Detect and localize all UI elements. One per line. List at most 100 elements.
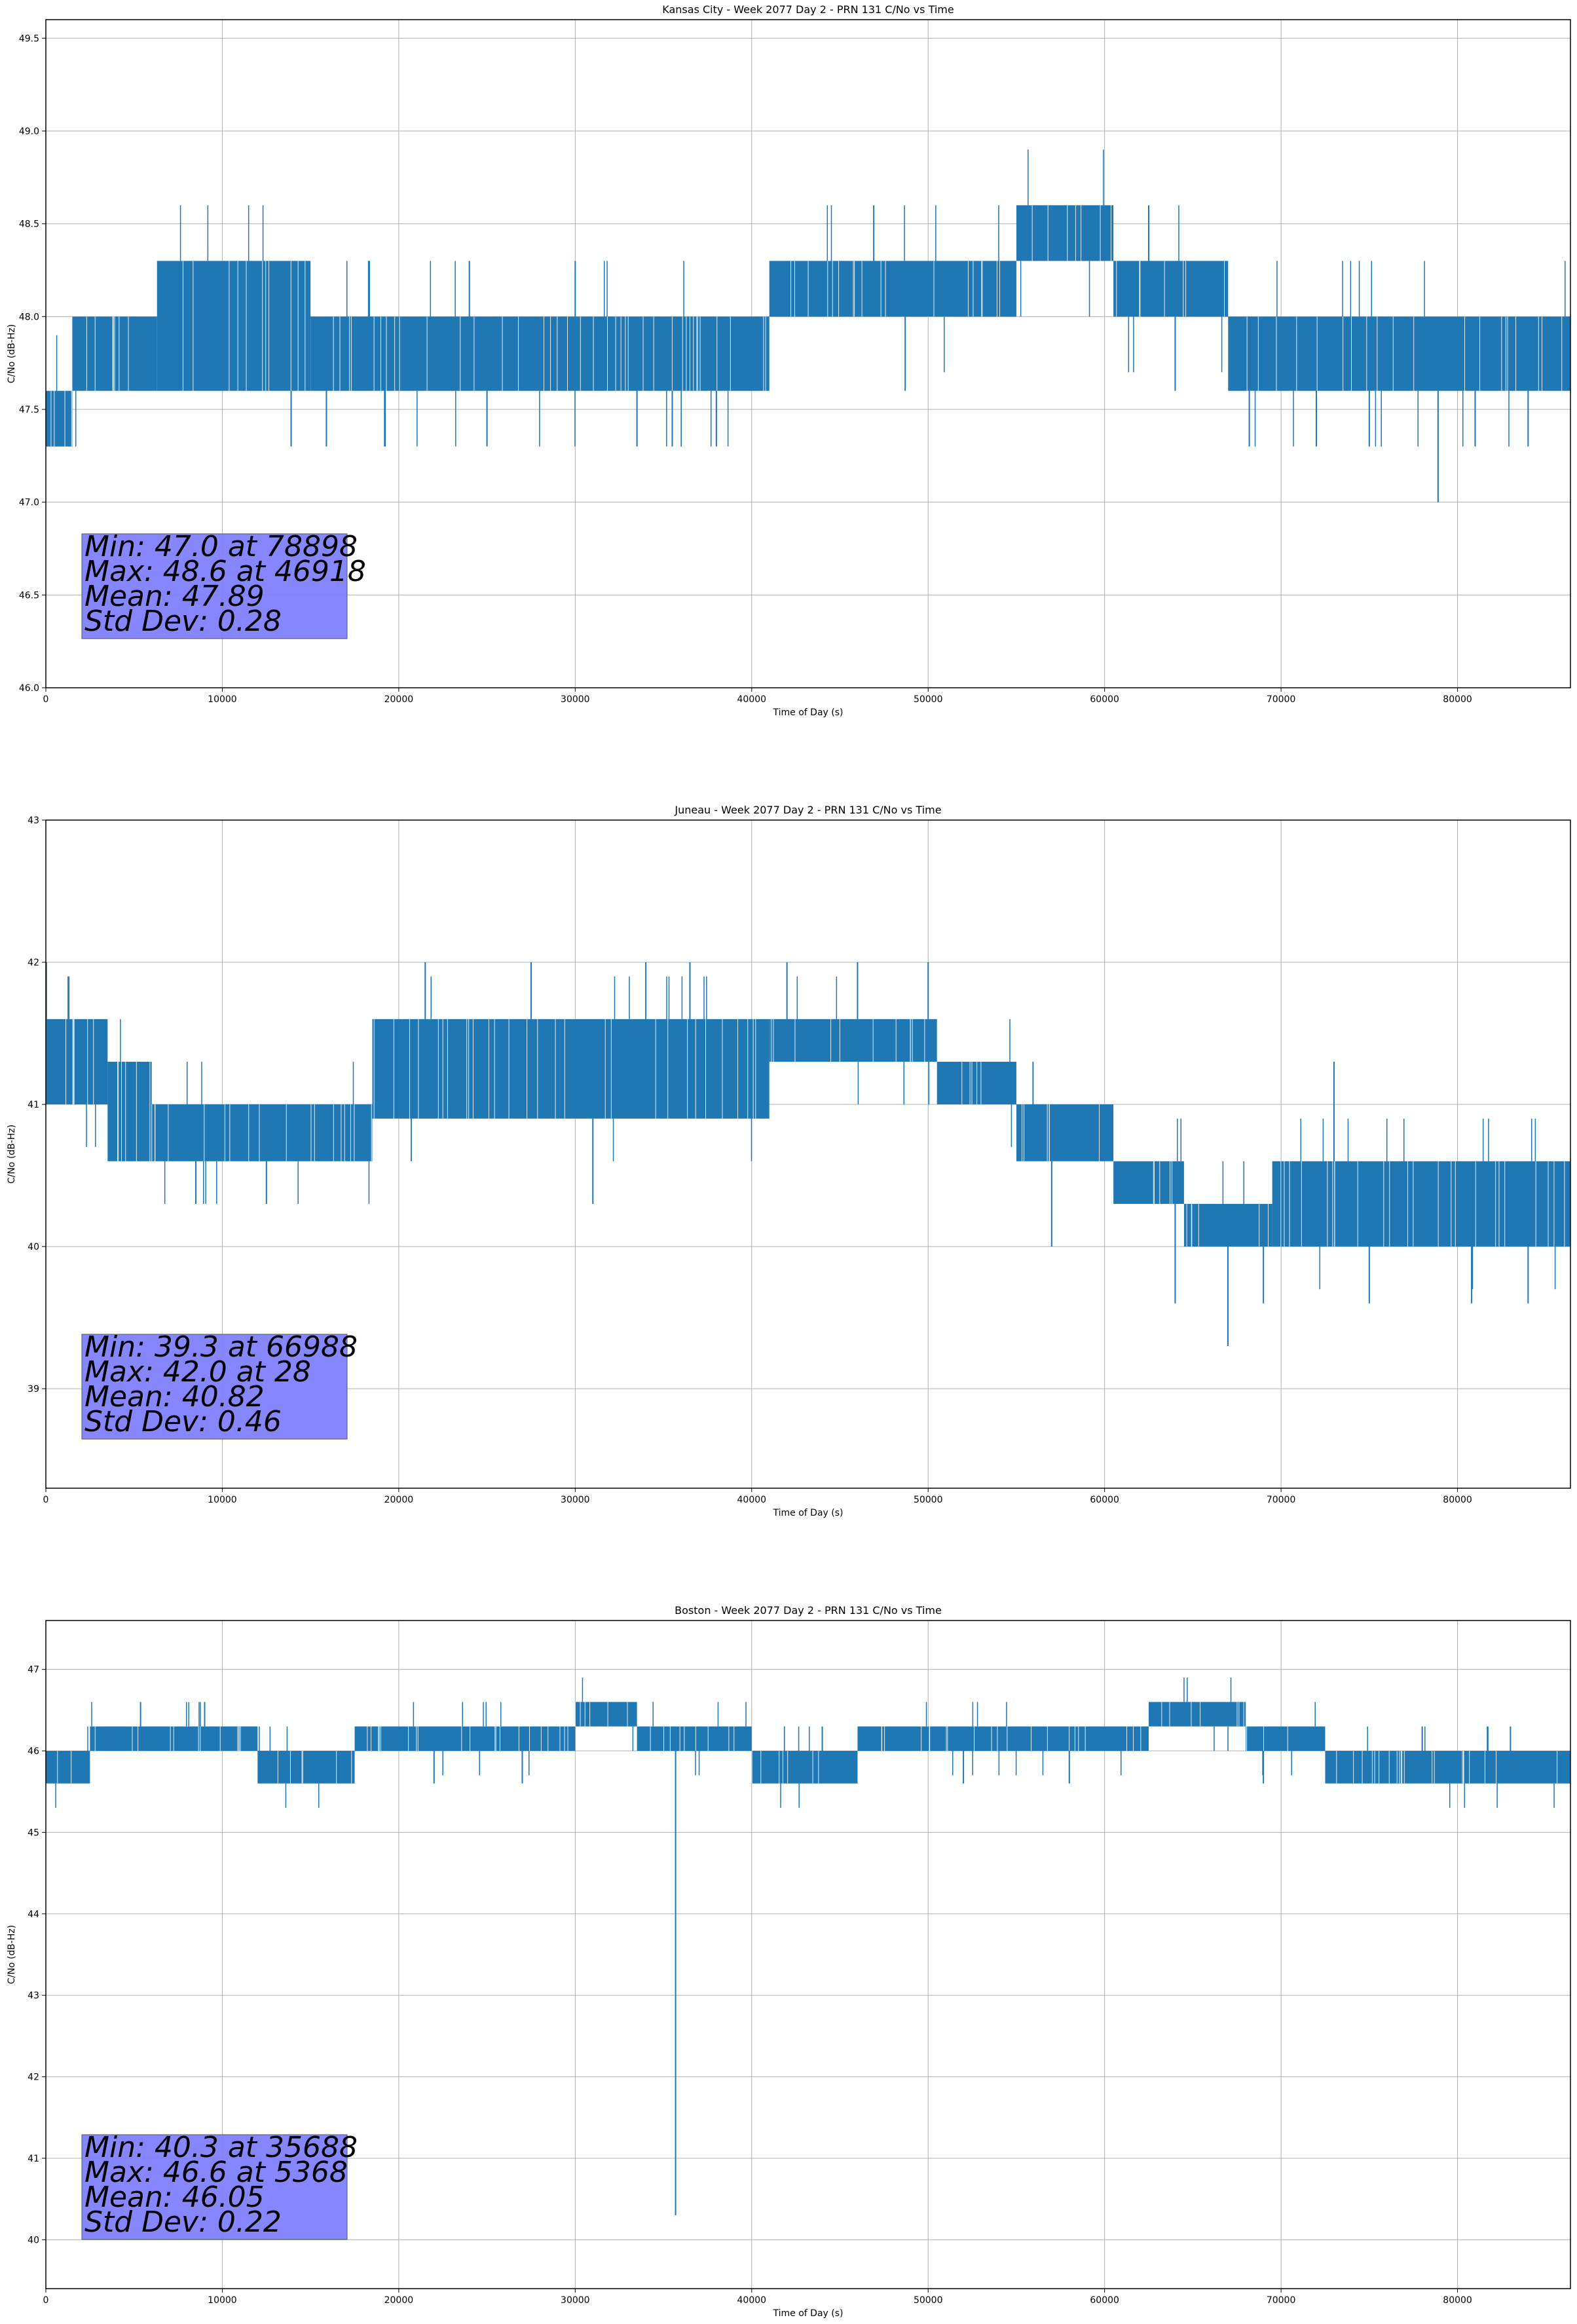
chart-2-band — [769, 1019, 937, 1062]
chart-2-x-axis-label: Time of Day (s) — [773, 1508, 844, 1518]
chart-3-x-tick-label: 20000 — [384, 2295, 414, 2306]
chart-2-y-tick-label: 42 — [28, 958, 39, 968]
chart-1-y-axis-label: C/No (dB-Hz) — [7, 324, 17, 383]
chart-2: Juneau - Week 2077 Day 2 - PRN 131 C/No … — [7, 804, 1571, 1518]
chart-2-stats-line: Mean: 40.82 — [84, 1380, 265, 1414]
chart-3-band — [575, 1702, 637, 1727]
chart-1-band — [1016, 205, 1114, 261]
chart-3-x-tick-label: 0 — [43, 2295, 49, 2306]
chart-3-x-tick-label: 40000 — [737, 2295, 767, 2306]
chart-2-band — [1272, 1161, 1570, 1247]
chart-2-x-tick-label: 40000 — [737, 1495, 767, 1505]
chart-3-x-tick-label: 30000 — [561, 2295, 590, 2306]
chart-2-band — [372, 1019, 770, 1119]
chart-1-y-tick-label: 46.0 — [19, 683, 39, 694]
chart-1-stats-line: Std Dev: 0.28 — [84, 605, 282, 638]
chart-1-stats-line: Max: 48.6 at 46918 — [84, 555, 366, 588]
chart-3-x-axis-label: Time of Day (s) — [773, 2308, 844, 2319]
chart-3-x-tick-label: 10000 — [208, 2295, 237, 2306]
chart-2-y-tick-label: 39 — [28, 1384, 39, 1395]
chart-1-stats-line: Mean: 47.89 — [84, 580, 265, 613]
chart-3-band — [857, 1726, 1149, 1752]
chart-1-x-tick-label: 40000 — [737, 694, 767, 705]
chart-1-x-axis-label: Time of Day (s) — [773, 707, 844, 718]
chart-2-x-tick-label: 20000 — [384, 1495, 414, 1505]
chart-1-series — [46, 149, 1570, 502]
chart-3-band — [1325, 1751, 1570, 1784]
chart-1-stats-line: Min: 47.0 at 78898 — [84, 530, 358, 563]
chart-1-y-tick-label: 46.5 — [19, 590, 39, 601]
chart-1: Kansas City - Week 2077 Day 2 - PRN 131 … — [7, 3, 1571, 718]
chart-1-y-tick-label: 47.0 — [19, 498, 39, 508]
chart-1-y-tick-label: 48.5 — [19, 219, 39, 230]
chart-1-title: Kansas City - Week 2077 Day 2 - PRN 131 … — [662, 3, 954, 16]
chart-3-y-tick-label: 44 — [28, 1909, 39, 1920]
chart-1-stats-background — [81, 533, 348, 639]
chart-1-y-tick-label: 49.0 — [19, 126, 39, 137]
chart-2-y-axis-label: C/No (dB-Hz) — [7, 1125, 17, 1184]
chart-2-x-tick-label: 50000 — [914, 1495, 943, 1505]
chart-1-band — [310, 316, 770, 391]
chart-3-y-tick-label: 41 — [28, 2154, 39, 2164]
chart-2-x-tick-label: 80000 — [1443, 1495, 1472, 1505]
chart-3-y-tick-label: 46 — [28, 1746, 39, 1757]
chart-3-band — [354, 1726, 576, 1752]
chart-3-series — [46, 1677, 1570, 2216]
chart-1-x-tick-label: 0 — [43, 694, 49, 705]
chart-3-y-tick-label: 43 — [28, 1991, 39, 2001]
chart-3-axes-frame — [45, 1620, 1571, 2289]
chart-3-band — [46, 1751, 90, 1784]
chart-2-x-tick-label: 30000 — [561, 1495, 590, 1505]
chart-3-stats-background — [81, 2134, 348, 2240]
chart-1-band — [46, 390, 73, 447]
chart-2-x-tick-label: 70000 — [1267, 1495, 1296, 1505]
chart-2-y-tick-label: 43 — [28, 815, 39, 826]
chart-1-band — [157, 261, 311, 391]
chart-2-x-tick-label: 0 — [43, 1495, 49, 1505]
chart-2-y-tick-label: 40 — [28, 1242, 39, 1252]
chart-3: Boston - Week 2077 Day 2 - PRN 131 C/No … — [7, 1604, 1571, 2319]
chart-3-stats-line: Mean: 46.05 — [84, 2181, 265, 2214]
chart-1-x-tick-label: 70000 — [1267, 694, 1296, 705]
chart-1-y-tick-label: 49.5 — [19, 33, 39, 44]
chart-2-stats-line: Max: 42.0 at 28 — [84, 1355, 311, 1389]
chart-2-stats-background — [81, 1334, 348, 1440]
chart-1-band — [769, 261, 1016, 317]
chart-2-band — [1016, 1104, 1114, 1161]
chart-3-x-tick-label: 70000 — [1267, 2295, 1296, 2306]
chart-1-band — [1113, 261, 1229, 317]
chart-1-x-tick-label: 20000 — [384, 694, 414, 705]
chart-1-y-tick-label: 47.5 — [19, 405, 39, 415]
chart-1-y-tick-label: 48.0 — [19, 312, 39, 322]
chart-3-y-tick-label: 45 — [28, 1827, 39, 1838]
chart-2-stats-line: Min: 39.3 at 66988 — [84, 1330, 358, 1364]
chart-3-band — [1149, 1702, 1246, 1727]
chart-3-y-axis-label: C/No (dB-Hz) — [7, 1925, 17, 1984]
chart-2-axes-frame — [45, 819, 1571, 1489]
chart-2-band — [107, 1061, 152, 1161]
chart-3-x-tick-label: 60000 — [1090, 2295, 1119, 2306]
chart-2-band — [1113, 1161, 1184, 1204]
chart-2-title: Juneau - Week 2077 Day 2 - PRN 131 C/No … — [674, 804, 941, 816]
chart-3-band — [1246, 1726, 1326, 1752]
chart-3-y-tick-label: 47 — [28, 1665, 39, 1676]
chart-1-x-tick-label: 80000 — [1443, 694, 1472, 705]
chart-2-stats-line: Std Dev: 0.46 — [84, 1405, 282, 1438]
chart-1-x-tick-label: 10000 — [208, 694, 237, 705]
chart-2-band — [46, 1019, 108, 1105]
chart-3-band — [257, 1751, 355, 1784]
chart-1-band — [1228, 316, 1570, 391]
chart-1-axes-frame — [45, 19, 1571, 688]
chart-3-stats-line: Std Dev: 0.22 — [84, 2205, 282, 2239]
chart-3-stats-line: Max: 46.6 at 5368 — [84, 2156, 348, 2189]
chart-3-x-tick-label: 80000 — [1443, 2295, 1472, 2306]
chart-2-x-tick-label: 10000 — [208, 1495, 237, 1505]
chart-2-band — [151, 1104, 373, 1161]
chart-2-y-tick-label: 41 — [28, 1100, 39, 1110]
chart-3-title: Boston - Week 2077 Day 2 - PRN 131 C/No … — [675, 1604, 942, 1617]
chart-3-stats-line: Min: 40.3 at 35688 — [84, 2131, 358, 2164]
